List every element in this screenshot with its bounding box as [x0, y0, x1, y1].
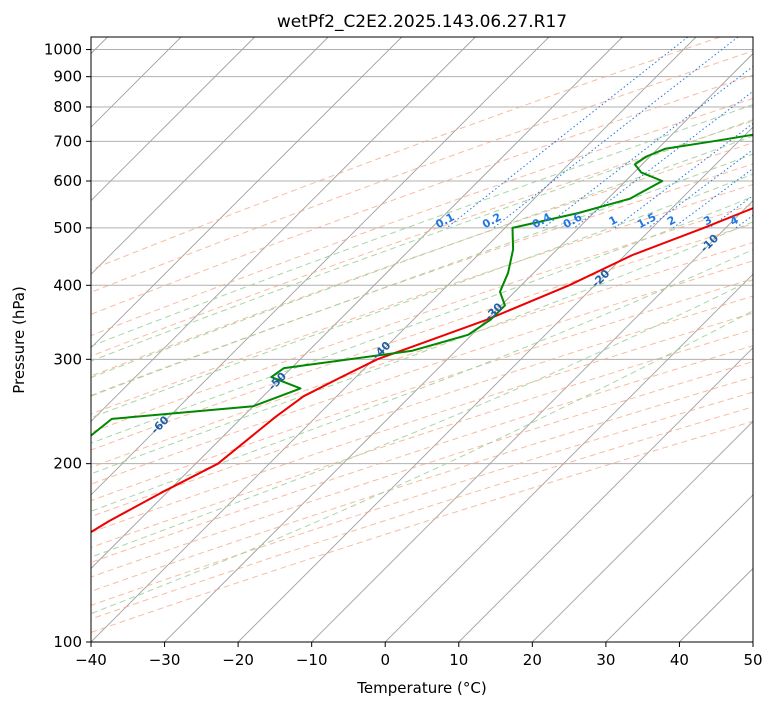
isotherm-line: [458, 347, 753, 642]
isotherm-line: [532, 420, 753, 642]
dry-adiabat-line: [91, 420, 753, 633]
dry-adiabats: [91, 37, 753, 633]
isotherm-line: [91, 37, 255, 202]
isotherm-line: [91, 37, 623, 570]
x-axis-label: Temperature (°C): [356, 679, 486, 697]
temperature-profile: [91, 207, 753, 534]
dry-adiabat-line: [91, 183, 753, 415]
dry-adiabat-line: [91, 278, 753, 502]
y-tick-label: 900: [53, 68, 82, 86]
x-tick-label: 50: [743, 651, 762, 669]
isotherm-line: [752, 641, 753, 642]
dry-adiabat-line: [91, 74, 753, 315]
mixing-ratio-line: [493, 37, 739, 229]
moist-adiabat-line: [91, 249, 753, 512]
moist-adiabat-line: [91, 196, 753, 444]
dry-adiabat-line: [91, 260, 753, 485]
x-tick-label: 40: [670, 651, 689, 669]
isotherm-line: [605, 494, 753, 642]
isotherm-line: [164, 52, 753, 642]
mixing-ratio-line: [446, 37, 689, 229]
isotherm-line: [91, 37, 550, 496]
y-tick-label: 700: [53, 132, 82, 150]
y-tick-label: 800: [53, 98, 82, 116]
isotherms: [91, 37, 753, 642]
isotherm-line: [91, 37, 403, 349]
mixing-ratio-label: 1: [607, 213, 620, 228]
dry-adiabat-line: [91, 329, 753, 549]
dry-adiabat-line: [91, 203, 753, 433]
dry-adiabat-line: [91, 360, 753, 578]
plot-area: 0.10.20.40.611.52346810131620253036-100-…: [23, 37, 775, 642]
mixing-ratio-label: 6: [767, 213, 775, 228]
x-tick-label: 0: [380, 651, 390, 669]
y-tick-label: 200: [53, 455, 82, 473]
y-tick-label: 500: [53, 219, 82, 237]
y-axis-label: Pressure (hPa): [10, 286, 28, 394]
dry-adiabat-line: [91, 376, 753, 592]
isotherm-line: [679, 567, 753, 642]
moist-adiabat-line: [91, 221, 753, 475]
moist-adiabat-line: [91, 173, 753, 419]
mixing-ratio-line: [735, 214, 753, 229]
isotherm-label: -50: [266, 369, 289, 392]
y-tick-label: 400: [53, 276, 82, 294]
mixing-ratio-label: 4: [728, 213, 741, 228]
y-tick-label: 1000: [44, 41, 82, 59]
isotherm-label: -20: [589, 267, 612, 290]
dry-adiabat-line: [91, 120, 753, 357]
mixing-ratio-label: 2: [665, 213, 678, 228]
y-tick-label: 100: [53, 633, 82, 651]
y-tick-label: 600: [53, 172, 82, 190]
moist-adiabats: [91, 104, 753, 615]
x-tick-label: −10: [296, 651, 328, 669]
dry-adiabat-line: [91, 241, 753, 468]
y-tick-label: 300: [53, 350, 82, 368]
chart-title: wetPf2_C2E2.2025.143.06.27.R17: [277, 12, 567, 32]
dry-adiabat-line: [91, 295, 753, 518]
sounding-profiles: [91, 133, 753, 534]
isotherm-line: [384, 273, 753, 642]
mixing-ratio-lines: [446, 37, 753, 229]
moist-adiabat-line: [91, 278, 753, 558]
x-axis-ticks: −40 −30 −20 −10 0 10 20 30 40 50: [75, 642, 763, 669]
dry-adiabat-line: [91, 406, 753, 620]
isotherm-label: -40: [370, 339, 393, 362]
x-tick-label: −30: [149, 651, 181, 669]
dry-adiabat-line: [91, 142, 753, 377]
x-tick-label: −20: [222, 651, 254, 669]
dry-adiabat-line: [91, 345, 753, 563]
mixing-ratio-line: [672, 167, 753, 229]
dry-adiabat-line: [91, 223, 753, 451]
dewpoint-profile: [91, 133, 753, 437]
mixing-ratio-line: [573, 90, 753, 229]
dry-adiabat-line: [91, 50, 753, 293]
plot-frame: [90, 36, 754, 643]
isotherm-line: [91, 37, 697, 642]
isotherm-line: [91, 37, 329, 275]
x-tick-label: 20: [523, 651, 542, 669]
isotherm-label: -60: [148, 413, 171, 436]
moist-adiabat-line: [91, 153, 753, 397]
isotherm-line: [91, 37, 476, 422]
dry-adiabat-line: [91, 163, 753, 396]
isotherm-line: [237, 126, 753, 642]
dry-adiabat-line: [91, 391, 753, 606]
x-tick-label: −40: [75, 651, 107, 669]
isotherm-line: [311, 200, 753, 642]
pressure-gridlines: [91, 49, 753, 642]
mixing-ratio-line: [614, 122, 753, 229]
y-axis-ticks: 1000 900 800 700 600 500 400 300 200 100: [44, 41, 91, 651]
x-tick-label: 30: [596, 651, 615, 669]
dry-adiabat-line: [91, 312, 753, 533]
dry-adiabat-line: [91, 97, 753, 337]
mixing-ratio-line: [543, 65, 753, 229]
x-tick-label: 10: [449, 651, 468, 669]
isotherm-label: -70: [23, 465, 46, 488]
